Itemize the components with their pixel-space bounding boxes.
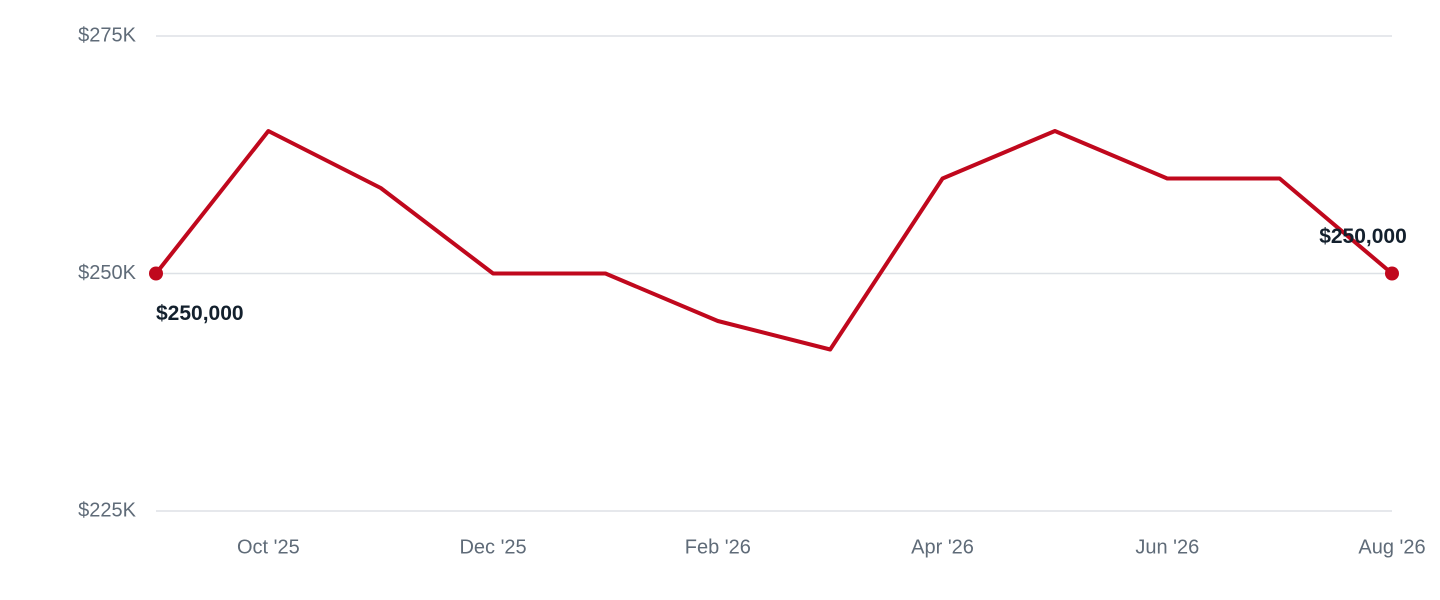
value-label: $250,000	[156, 302, 244, 325]
x-tick-label: Dec '25	[459, 536, 526, 558]
line	[154, 129, 1394, 352]
point	[1385, 266, 1399, 281]
x-tick-label: Apr '26	[911, 536, 974, 558]
y-tick-label: $250K	[78, 262, 136, 284]
y-tick-label: $225K	[78, 499, 136, 521]
x-tick-label: Feb '26	[685, 536, 751, 558]
x-tick-label: Jun '26	[1135, 536, 1199, 558]
point	[149, 266, 163, 281]
value-label: $250,000	[1319, 225, 1407, 248]
y-tick-label: $275K	[78, 24, 136, 46]
x-tick-label: Oct '25	[237, 536, 300, 558]
x-tick-label: Aug '26	[1358, 536, 1425, 558]
